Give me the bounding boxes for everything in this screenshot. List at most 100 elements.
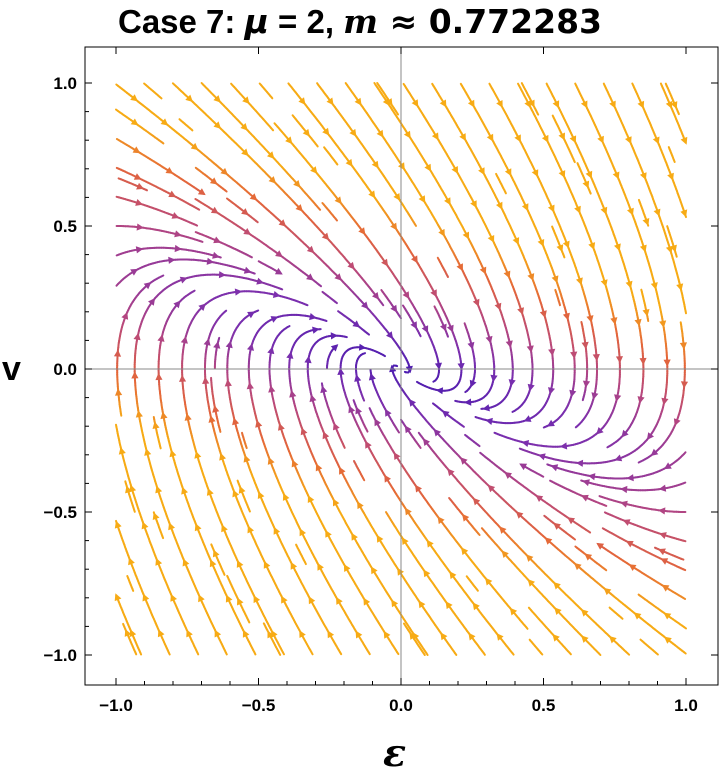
streamline-arrow: [281, 595, 288, 604]
streamline-arrow: [486, 133, 494, 142]
streamline-arrow: [569, 389, 577, 398]
streamline-arrow: [411, 255, 418, 264]
streamline-arrow: [184, 413, 192, 421]
streamline-arrow: [559, 442, 568, 450]
streamline-arrow: [551, 275, 559, 284]
streamline-arrow: [573, 562, 582, 571]
streamline-arrow: [403, 130, 411, 139]
streamline-arrow: [185, 94, 193, 102]
streamline-arrow: [304, 355, 312, 364]
streamline-arrow: [221, 524, 228, 533]
streamline-arrow: [548, 204, 555, 213]
streamline-arrow: [347, 261, 355, 270]
streamline-arrow: [610, 317, 618, 325]
streamline-arrow: [391, 599, 399, 608]
streamline-arrow: [472, 298, 480, 307]
streamline-arrow: [372, 292, 380, 300]
streamline-arrow: [169, 449, 177, 458]
streamline-arrow: [371, 160, 379, 169]
streamline-arrow: [439, 99, 447, 108]
streamline-arrow: [515, 511, 524, 519]
streamline-arrow: [597, 135, 604, 144]
streamline-arrow: [308, 596, 316, 605]
streamline: [224, 309, 343, 656]
streamline: [373, 82, 516, 412]
streamline-arrow: [322, 431, 330, 440]
streamline-arrow: [600, 206, 608, 215]
streamline-segment: [380, 302, 385, 307]
streamline-segment: [271, 128, 275, 132]
streamline-segment: [224, 309, 228, 313]
streamline-arrow: [588, 242, 596, 250]
streamline-segment: [343, 335, 348, 339]
streamline-arrow: [225, 340, 233, 349]
streamline-arrow: [209, 559, 217, 568]
streamline-arrow: [393, 193, 401, 201]
streamline-arrow: [218, 271, 227, 279]
streamline-arrow: [339, 466, 346, 475]
streamline-arrow: [467, 99, 475, 108]
streamline-arrow: [585, 170, 593, 179]
streamline-segment: [416, 380, 420, 385]
streamline: [344, 82, 498, 406]
streamline: [258, 82, 274, 100]
streamline-arrow: [232, 417, 240, 426]
streamline-arrow: [423, 569, 431, 578]
streamline-arrow: [424, 163, 432, 172]
streamline: [389, 364, 687, 655]
streamline-arrow: [148, 298, 156, 306]
streamline-arrow: [418, 600, 426, 609]
streamline: [480, 527, 602, 656]
streamline-segment: [317, 207, 322, 211]
streamline-arrow: [614, 394, 622, 402]
streamline-arrow: [299, 528, 306, 537]
streamline-arrow: [198, 303, 206, 311]
streamline-arrow: [337, 367, 345, 375]
streamline-arrow: [478, 167, 485, 176]
streamline-arrow: [234, 288, 243, 296]
streamline-arrow: [404, 507, 412, 516]
streamline: [431, 82, 556, 425]
streamline-arrow: [505, 340, 513, 348]
streamline-segment: [417, 431, 422, 436]
streamline-arrow: [451, 166, 459, 174]
streamline: [527, 606, 572, 656]
streamline-arrow: [255, 420, 263, 428]
streamline-arrow: [181, 486, 188, 495]
streamline-arrow: [562, 240, 570, 249]
streamline: [402, 82, 535, 413]
streamline-arrow: [633, 612, 642, 620]
streamline-arrow: [242, 629, 250, 638]
streamline-arrow: [526, 345, 534, 353]
streamline-arrow: [306, 245, 315, 254]
streamline-arrow: [527, 273, 535, 281]
streamline-arrow: [541, 134, 549, 143]
streamline: [143, 82, 163, 100]
streamline-arrow: [431, 132, 439, 141]
streamline-arrow: [321, 232, 330, 241]
streamline-arrow: [365, 440, 372, 449]
streamline-arrow: [190, 142, 199, 151]
streamline-arrow: [621, 429, 629, 438]
streamline-arrow: [135, 410, 143, 418]
streamline-arrow: [315, 463, 323, 472]
streamline: [286, 326, 429, 656]
streamline-segment: [413, 223, 417, 227]
streamline-arrow: [349, 128, 357, 137]
streamline-arrow: [504, 168, 512, 177]
streamline-arrow: [418, 195, 426, 204]
streamline-arrow: [609, 636, 617, 644]
streamline-arrow: [325, 530, 332, 538]
streamline-arrow: [433, 428, 441, 437]
streamline-arrow: [627, 207, 634, 216]
streamline: [493, 82, 623, 450]
streamline-arrow: [508, 379, 516, 387]
streamline-arrow: [537, 239, 545, 247]
streamline-arrow: [600, 279, 608, 287]
streamline-arrow: [383, 630, 391, 639]
streamline-arrow: [242, 96, 250, 104]
streamline-arrow: [523, 415, 532, 422]
streamline-arrow: [444, 197, 451, 206]
streamline-arrow: [130, 94, 138, 102]
streamline-arrow: [514, 134, 521, 143]
